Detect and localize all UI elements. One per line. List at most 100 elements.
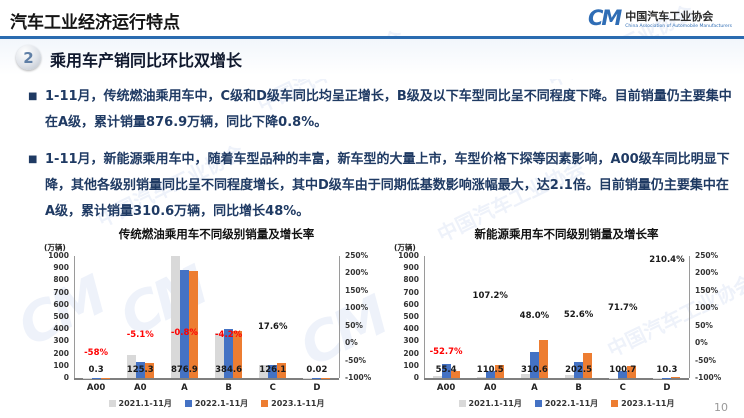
legend-swatch	[261, 400, 269, 407]
header-divider	[0, 36, 744, 39]
y-axis-tick-right: -50%	[345, 355, 367, 365]
x-axis-category-label: B	[225, 383, 232, 393]
legend-swatch	[108, 400, 116, 407]
bar-2023.1-11月-A00	[450, 371, 460, 378]
y-axis-tick-right: 100%	[695, 303, 719, 313]
growth-rate-label: 210.4%	[649, 254, 685, 265]
bar-2023.1-11月-C	[277, 362, 287, 378]
x-axis-line	[424, 378, 689, 380]
bullet-marker: ■	[28, 91, 38, 102]
x-axis-category-label: A	[531, 383, 538, 393]
y-axis-tick-left: 100	[53, 360, 69, 370]
section-band	[0, 39, 744, 79]
y-axis-tick-left: 300	[403, 336, 419, 346]
bar-2021.1-11月-C	[609, 377, 619, 378]
y-axis-tick-left: 1000	[398, 251, 419, 260]
y-axis-tick-right: 150%	[345, 285, 369, 295]
chart-title: 新能源乘用车不同级别销量及增长率	[474, 227, 659, 241]
bar-2021.1-11月-C	[259, 364, 269, 378]
bar-value-label: 0.02	[306, 365, 328, 375]
chart-title: 传统燃油乘用车不同级别销量及增长率	[118, 227, 315, 241]
x-axis-category-label: A00	[436, 383, 456, 393]
y-axis-tick-left: 800	[403, 275, 419, 285]
legend-label: 2023.1-11月	[271, 399, 325, 408]
bar-2022.1-11月-B	[224, 329, 234, 378]
growth-rate-label: 107.2%	[472, 290, 508, 301]
bar-2022.1-11月-C	[618, 370, 628, 378]
bar-value-label: 126.1	[259, 365, 287, 375]
legend-swatch	[534, 400, 542, 407]
y-axis-tick-right: 250%	[345, 251, 369, 260]
bar-2023.1-11月-A	[188, 271, 198, 378]
bar-value-label: 110.5	[476, 365, 504, 375]
bar-2022.1-11月-B	[574, 361, 584, 378]
x-axis-category-label: A	[181, 383, 188, 393]
legend-label: 2023.1-11月	[621, 399, 675, 408]
bar-2021.1-11月-A0	[126, 355, 136, 378]
bar-2022.1-11月-D	[662, 377, 672, 378]
bar-value-label: 876.9	[170, 365, 198, 375]
x-axis-category-label: A0	[134, 383, 147, 393]
y-axis-tick-left: 600	[403, 299, 419, 309]
y-axis-tick-right: 50%	[695, 320, 713, 330]
y-axis-tick-left: 500	[403, 312, 419, 321]
bar-value-label: 100.7	[609, 365, 637, 375]
bar-2023.1-11月-A0	[144, 362, 154, 378]
y-axis-tick-left: 500	[53, 312, 69, 321]
bar-2023.1-11月-A0	[494, 364, 504, 378]
bar-2021.1-11月-D	[653, 377, 663, 378]
y-axis-tick-left: 0	[63, 373, 69, 382]
y-axis-tick-right: 150%	[695, 285, 719, 295]
bar-2021.1-11月-A	[520, 374, 530, 378]
y-axis-tick-right: -100%	[695, 373, 722, 382]
caam-logo-name-en: China Association of Automobile Manufact…	[625, 23, 732, 29]
legend-label: 2021.1-11月	[468, 399, 522, 408]
page-number: 10	[714, 401, 728, 414]
bar-2023.1-11月-B	[233, 331, 243, 378]
bar-value-label: 202.5	[565, 365, 593, 375]
y-axis-tick-left: 100	[403, 360, 419, 370]
growth-rate-label: 71.7%	[608, 303, 638, 314]
bar-2021.1-11月-A00	[432, 375, 442, 378]
legend-item: 2021.1-11月	[458, 398, 522, 409]
y-axis-tick-left: 200	[403, 348, 419, 358]
bar-2021.1-11月-A	[170, 256, 180, 378]
legend-item: 2022.1-11月	[184, 398, 249, 409]
bar-value-label: 55.4	[435, 365, 457, 375]
bar-2022.1-11月-A	[529, 352, 539, 378]
y-axis-tick-right: -50%	[695, 355, 717, 365]
legend-item: 2023.1-11月	[611, 398, 674, 409]
x-axis-category-label: C	[619, 383, 626, 393]
bar-2023.1-11月-A	[538, 340, 548, 378]
bar-value-label: 125.3	[126, 365, 154, 375]
chart-legend: 2021.1-11月 2022.1-11月 2023.1-11月	[44, 398, 389, 409]
legend-label: 2022.1-11月	[194, 399, 249, 408]
y-axis-tick-right: 50%	[345, 320, 363, 330]
bar-2023.1-11月-D	[321, 377, 331, 378]
y-axis-tick-left: 600	[53, 299, 69, 309]
y-axis-right-line	[339, 256, 340, 378]
bar-2023.1-11月-C	[627, 365, 637, 378]
x-axis-category-label: B	[575, 383, 582, 393]
y-axis-tick-left: 0	[413, 373, 419, 382]
y-axis-tick-right: 200%	[695, 268, 719, 278]
bar-2022.1-11月-A00	[441, 363, 451, 378]
bar-value-label: 310.6	[520, 365, 548, 375]
bar-2021.1-11月-A0	[476, 377, 486, 378]
y-axis-tick-left: 700	[403, 287, 419, 297]
growth-rate-label: 48.0%	[519, 311, 550, 322]
growth-rate-label: 17.6%	[258, 322, 288, 332]
bar-2023.1-11月-D	[671, 376, 681, 378]
section-title: 乘用车产销同比环比双增长	[50, 51, 243, 70]
y-axis-tick-left: 400	[53, 324, 69, 334]
x-axis-category-label: D	[663, 383, 671, 393]
section-number-badge: 2	[16, 45, 41, 70]
legend-swatch	[458, 400, 466, 407]
bar-value-label: 0.3	[88, 365, 104, 375]
y-axis-tick-right: 200%	[345, 268, 369, 278]
bullet-nev-summary: ■ 1-11月，新能源乘用车中，随着车型品种的丰富，新车型的大量上市，车型价格下探…	[28, 147, 736, 225]
caam-logo-name-cn: 中国汽车工业协会	[625, 9, 714, 23]
legend-label: 2022.1-11月	[544, 399, 599, 408]
axis-unit-label: (万辆)	[44, 243, 66, 252]
caam-logo: CM 中国汽车工业协会 China Association of Automob…	[588, 6, 732, 30]
